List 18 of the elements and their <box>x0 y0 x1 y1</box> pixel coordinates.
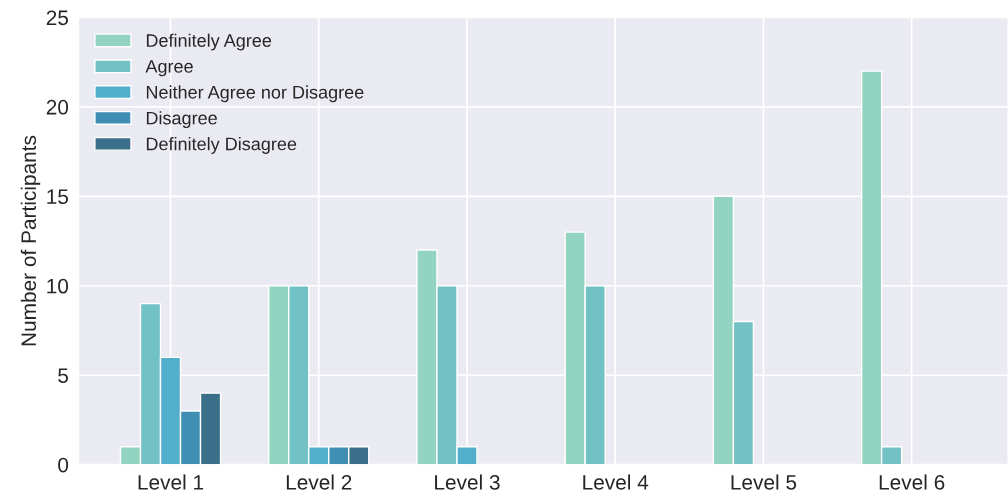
x-tick-label: Level 2 <box>286 474 352 490</box>
x-tick-label: Level 1 <box>138 474 204 490</box>
y-tick-label: 15 <box>47 189 69 205</box>
legend-label: Definitely Disagree <box>146 137 297 154</box>
legend-label: Disagree <box>146 111 217 129</box>
y-tick-label: 5 <box>58 368 69 383</box>
legend-label: Definitely Agree <box>146 33 272 51</box>
y-tick-label: 20 <box>46 99 69 115</box>
legend-label: Agree <box>145 60 193 77</box>
x-tick-label: Level 3 <box>435 474 500 490</box>
x-tick-label: Level 5 <box>731 474 797 490</box>
y-tick-label: 25 <box>46 10 69 26</box>
x-tick-label: Level 4 <box>583 474 649 490</box>
y-axis-title: Number of Participants <box>20 135 41 346</box>
x-tick-label: Level 6 <box>879 474 945 490</box>
legend-label: Neither Agree nor Disagree <box>146 85 364 103</box>
y-tick-label: 10 <box>47 278 69 294</box>
y-tick-label: 0 <box>58 457 69 473</box>
